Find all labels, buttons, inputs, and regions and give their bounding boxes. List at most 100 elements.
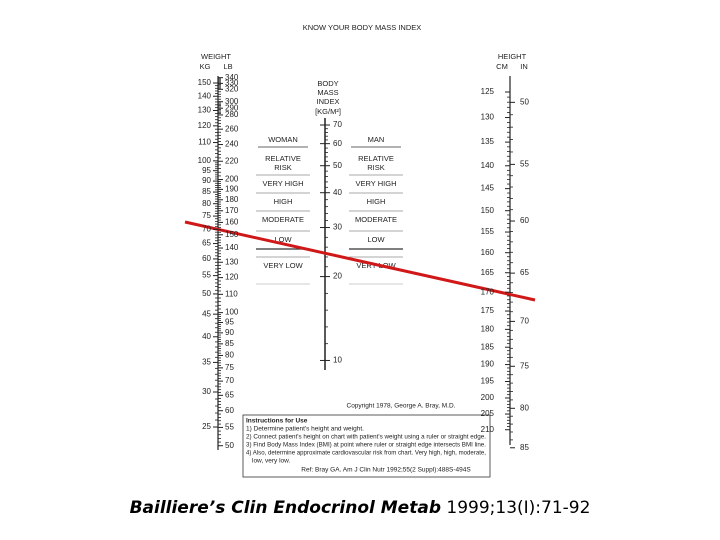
tick-label: 290 — [225, 103, 239, 112]
tick-label: 160 — [225, 218, 239, 227]
tick-label: 155 — [481, 227, 495, 236]
tick-label: 30 — [333, 223, 342, 232]
tick-label: 175 — [481, 306, 495, 315]
risk-level: VERY HIGH — [356, 179, 397, 188]
risk-level: LOW — [367, 235, 385, 244]
tick-label: 75 — [520, 361, 529, 370]
reference: Ref: Bray GA. Am J Clin Nutr 1992;55(2 S… — [301, 467, 471, 474]
tick-label: 80 — [225, 351, 234, 360]
tick-label: 85 — [520, 443, 529, 452]
tick-label: 70 — [225, 376, 234, 385]
tick-label: 195 — [481, 377, 495, 386]
tick-label: 65 — [520, 268, 529, 277]
tick-label: 280 — [225, 110, 239, 119]
tick-label: 55 — [225, 423, 234, 432]
instruction-step: 1) Determine patient's height and weight… — [246, 426, 364, 433]
tick-label: 50 — [520, 97, 529, 106]
tick-label: 210 — [481, 425, 495, 434]
tick-label: 130 — [225, 257, 239, 266]
bmi-header: [KG/M²] — [315, 107, 341, 116]
citation-journal: Bailliere’s Clin Endocrinol Metab — [129, 498, 441, 518]
risk-header: RISK — [274, 163, 292, 172]
risk-sex: MAN — [368, 135, 385, 144]
risk-level: VERY LOW — [263, 261, 303, 270]
tick-label: 190 — [225, 185, 239, 194]
tick-label: 145 — [481, 184, 495, 193]
tick-label: 150 — [225, 230, 239, 239]
tick-label: 50 — [225, 441, 234, 450]
tick-label: 130 — [198, 106, 212, 115]
risk-header: RELATIVE — [265, 154, 301, 163]
tick-label: 50 — [202, 289, 211, 298]
tick-label: 90 — [202, 176, 211, 185]
tick-label: 300 — [225, 97, 239, 106]
tick-label: 220 — [225, 156, 239, 165]
tick-label: 35 — [202, 358, 211, 367]
tick-label: 205 — [481, 409, 495, 418]
cm-label: CM — [496, 62, 508, 71]
copyright: Copyright 1978, George A. Bray, M.D. — [347, 403, 456, 410]
tick-label: 170 — [225, 206, 239, 215]
tick-label: 65 — [225, 390, 234, 399]
tick-label: 70 — [333, 120, 342, 129]
tick-label: 10 — [333, 356, 342, 365]
tick-label: 75 — [202, 211, 211, 220]
weight-header: WEIGHT — [201, 52, 231, 61]
instruction-step: 2) Connect patient's height on chart wit… — [246, 434, 486, 441]
height-header: HEIGHT — [498, 52, 527, 61]
tick-label: 85 — [202, 187, 211, 196]
nomogram: KNOW YOUR BODY MASS INDEX WEIGHT KG LB B… — [184, 23, 536, 478]
tick-label: 260 — [225, 124, 239, 133]
tick-label: 160 — [481, 248, 495, 257]
tick-label: 60 — [202, 254, 211, 263]
instruction-step: low, very low. — [252, 458, 290, 465]
tick-label: 140 — [481, 161, 495, 170]
title: KNOW YOUR BODY MASS INDEX — [303, 23, 422, 32]
tick-label: 120 — [225, 273, 239, 282]
tick-label: 60 — [520, 216, 529, 225]
risk-level: MODERATE — [355, 215, 397, 224]
tick-label: 330 — [225, 79, 239, 88]
tick-label: 85 — [225, 339, 234, 348]
lb-label: LB — [223, 62, 232, 71]
tick-label: 120 — [198, 121, 212, 130]
tick-label: 100 — [198, 156, 212, 165]
tick-label: 20 — [333, 272, 342, 281]
tick-label: 70 — [202, 224, 211, 233]
tick-label: 70 — [520, 316, 529, 325]
tick-label: 90 — [225, 328, 234, 337]
tick-label: 55 — [520, 159, 529, 168]
risk-level: HIGH — [367, 197, 386, 206]
tick-label: 170 — [481, 287, 495, 296]
ruler-line — [184, 220, 536, 302]
tick-label: 95 — [202, 166, 211, 175]
risk-level: HIGH — [274, 197, 293, 206]
citation-details: 1999;13(I):71-92 — [440, 498, 591, 518]
tick-label: 55 — [202, 271, 211, 280]
tick-label: 50 — [333, 161, 342, 170]
instructions-title: Instructions for Use — [246, 418, 308, 425]
risk-header: RISK — [367, 163, 385, 172]
tick-label: 40 — [202, 332, 211, 341]
tick-label: 320 — [225, 84, 239, 93]
tick-label: 40 — [333, 188, 342, 197]
tick-label: 110 — [225, 289, 238, 298]
instruction-step: 3) Find Body Mass Index (BMI) at point w… — [246, 442, 486, 449]
tick-label: 110 — [198, 138, 211, 147]
tick-label: 75 — [225, 363, 234, 372]
tick-label: 80 — [202, 199, 211, 208]
tick-label: 185 — [481, 342, 495, 351]
tick-label: 130 — [481, 113, 495, 122]
tick-label: 340 — [225, 73, 239, 82]
tick-label: 140 — [198, 91, 212, 100]
instructions-box — [242, 414, 491, 478]
tick-label: 95 — [225, 318, 234, 327]
tick-label: 180 — [225, 195, 239, 204]
tick-label: 190 — [481, 360, 495, 369]
citation: Bailliere’s Clin Endocrinol Metab 1999;1… — [0, 498, 720, 518]
tick-label: 80 — [520, 403, 529, 412]
tick-label: 150 — [198, 78, 212, 87]
bmi-header: BODY — [317, 79, 338, 88]
tick-label: 135 — [481, 137, 495, 146]
